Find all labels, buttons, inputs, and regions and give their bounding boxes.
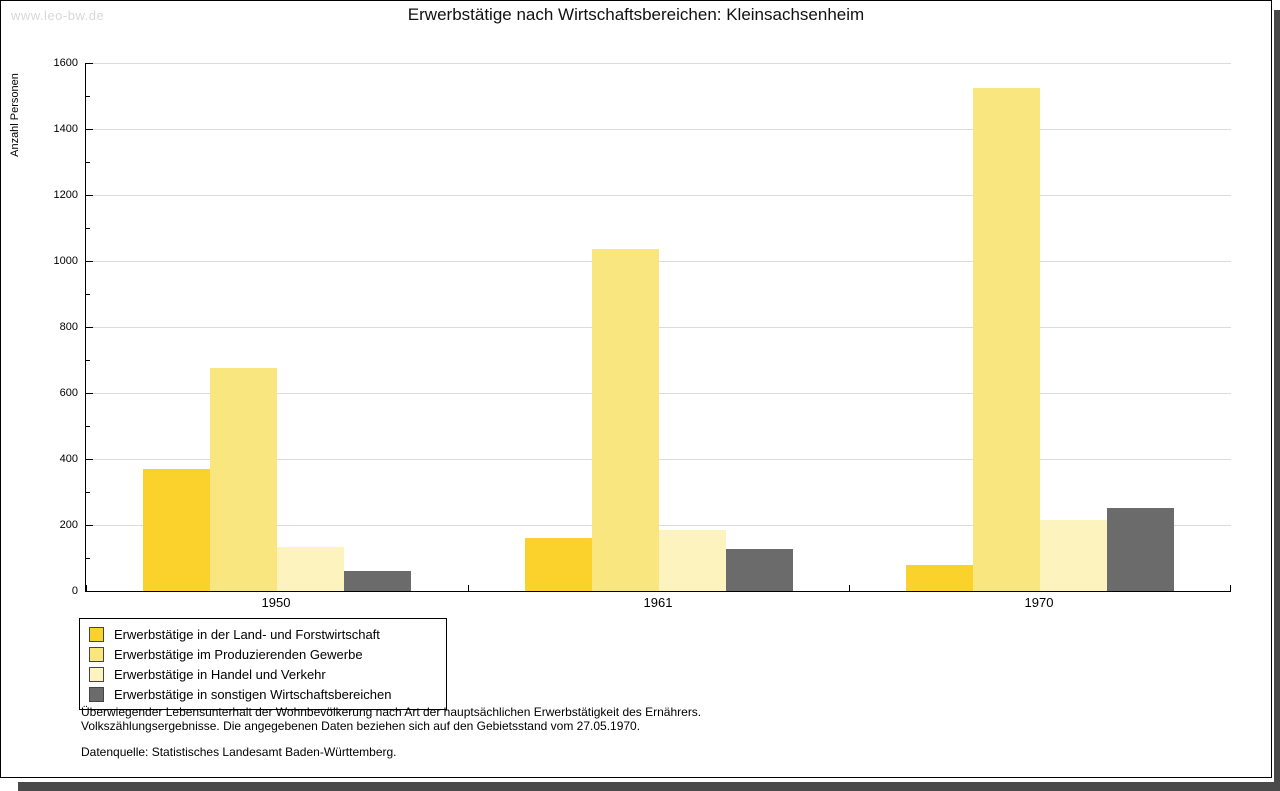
y-minor-tick <box>86 492 90 493</box>
y-major-tick <box>86 525 93 526</box>
y-major-tick <box>86 261 93 262</box>
legend-label: Erwerbstätige in der Land- und Forstwirt… <box>114 626 380 642</box>
legend: Erwerbstätige in der Land- und Forstwirt… <box>79 618 447 710</box>
y-major-tick <box>86 393 93 394</box>
bar-1950-series2 <box>210 368 277 591</box>
plot-area <box>85 63 1231 592</box>
y-minor-tick <box>86 558 90 559</box>
y-tick-label: 0 <box>71 585 78 597</box>
y-tick-label: 1000 <box>53 255 78 267</box>
bar-1950-series4 <box>344 571 411 591</box>
x-category-label: 1970 <box>1024 595 1054 610</box>
window-drop-shadow-right <box>1274 10 1280 791</box>
legend-label: Erwerbstätige in Handel und Verkehr <box>114 666 326 682</box>
y-tick-label: 1600 <box>53 57 78 69</box>
legend-color-swatch <box>89 646 104 662</box>
y-minor-tick <box>86 426 90 427</box>
bar-1961-series3 <box>659 530 726 591</box>
bar-1970-series3 <box>1040 520 1107 591</box>
y-tick-label: 400 <box>59 453 78 465</box>
legend-item: Erwerbstätige im Produzierenden Gewerbe <box>89 644 446 664</box>
bar-1950-series1 <box>143 469 210 591</box>
legend-item: Erwerbstätige in Handel und Verkehr <box>89 664 446 684</box>
footer-notes: Überwiegender Lebensunterhalt der Wohnbe… <box>81 705 701 759</box>
y-tick-label: 1200 <box>53 189 78 201</box>
y-minor-tick <box>86 162 90 163</box>
y-axis-title: Anzahl Personen <box>9 73 21 157</box>
gridline <box>86 195 1231 196</box>
y-minor-tick <box>86 228 90 229</box>
y-major-tick <box>86 327 93 328</box>
y-tick-label: 800 <box>59 321 78 333</box>
legend-color-swatch <box>89 626 104 642</box>
x-axis-tick <box>1230 585 1231 591</box>
x-category-label: 1950 <box>261 595 291 610</box>
chart-title: Erwerbstätige nach Wirtschaftsbereichen:… <box>407 5 865 24</box>
bar-1970-series4 <box>1107 508 1174 591</box>
chart-window: www.leo-bw.de Erwerbstätige nach Wirtsch… <box>0 0 1272 778</box>
footer-note-line1: Überwiegender Lebensunterhalt der Wohnbe… <box>81 705 702 719</box>
y-major-tick <box>86 195 93 196</box>
y-tick-label: 600 <box>59 387 78 399</box>
x-axis-tick <box>849 585 850 591</box>
y-minor-tick <box>86 96 90 97</box>
y-tick-label: 1400 <box>53 123 78 135</box>
y-major-tick <box>86 459 93 460</box>
window-drop-shadow-bottom <box>18 782 1280 791</box>
y-major-tick <box>86 63 93 64</box>
bar-1961-series4 <box>726 549 793 591</box>
bar-1970-series1 <box>906 565 973 591</box>
footer-note-line2: Volkszählungsergebnisse. Die angegebenen… <box>81 719 641 733</box>
y-tick-label: 200 <box>59 519 78 531</box>
bar-1961-series1 <box>525 538 592 591</box>
y-minor-tick <box>86 294 90 295</box>
legend-color-swatch <box>89 666 104 682</box>
legend-color-swatch <box>89 686 104 702</box>
legend-item: Erwerbstätige in der Land- und Forstwirt… <box>89 624 446 644</box>
x-axis-tick <box>86 585 87 591</box>
legend-label: Erwerbstätige im Produzierenden Gewerbe <box>114 646 363 662</box>
gridline <box>86 63 1231 64</box>
legend-item: Erwerbstätige in sonstigen Wirtschaftsbe… <box>89 684 446 704</box>
bar-1950-series3 <box>277 547 344 591</box>
watermark: www.leo-bw.de <box>11 8 105 23</box>
footer-datasource: Datenquelle: Statistisches Landesamt Bad… <box>81 745 397 759</box>
bar-1961-series2 <box>592 249 659 591</box>
x-category-label: 1961 <box>643 595 673 610</box>
y-major-tick <box>86 129 93 130</box>
legend-label: Erwerbstätige in sonstigen Wirtschaftsbe… <box>114 686 392 702</box>
bar-1970-series2 <box>973 88 1040 591</box>
y-minor-tick <box>86 360 90 361</box>
gridline <box>86 129 1231 130</box>
x-axis-tick <box>468 585 469 591</box>
